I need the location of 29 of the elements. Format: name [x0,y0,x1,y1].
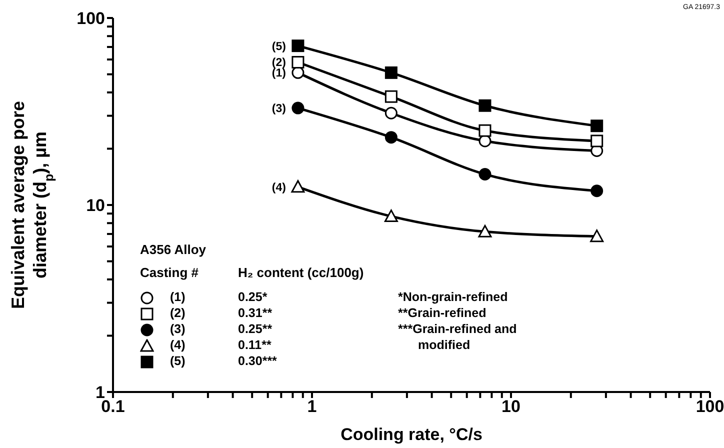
annotation: **Grain-refined [398,305,488,321]
legend-label: (1) [170,289,186,305]
text: (2) [272,57,286,70]
x-axis-title: Cooling rate, °C/s [340,425,482,444]
annotation: 0.31** [238,305,274,321]
legend-label: (5) [170,353,186,369]
annotation: ***Grain-refined and [398,321,518,337]
legend-title: A356 Alloy [140,242,207,257]
text: (4) [272,182,286,194]
text: (5) [272,40,286,53]
annotation: 0.25* [238,289,268,305]
x-tick-label: 1 [307,397,317,416]
annotation: 0.30*** [238,353,278,369]
y-tick-label: 100 [76,9,105,28]
legend-label: (4) [170,337,186,353]
x-tick-label: 10 [502,397,520,416]
annotation: Casting # [140,265,200,281]
annotation: 0.25** [238,321,274,337]
text: (3) [272,103,286,116]
annotation: H₂ content (cc/100g) [238,265,365,281]
text: (1) [272,68,286,80]
y-tick-label: 10 [86,196,105,216]
legend-label: (3) [170,321,186,337]
x-tick-label: 100 [696,397,724,416]
annotation: 0.11** [238,337,272,353]
legend-label: (2) [170,305,186,321]
annotation: *Non-grain-refined [398,289,509,305]
annotation: modified [417,337,472,353]
x-tick-label: 0.1 [101,397,125,416]
